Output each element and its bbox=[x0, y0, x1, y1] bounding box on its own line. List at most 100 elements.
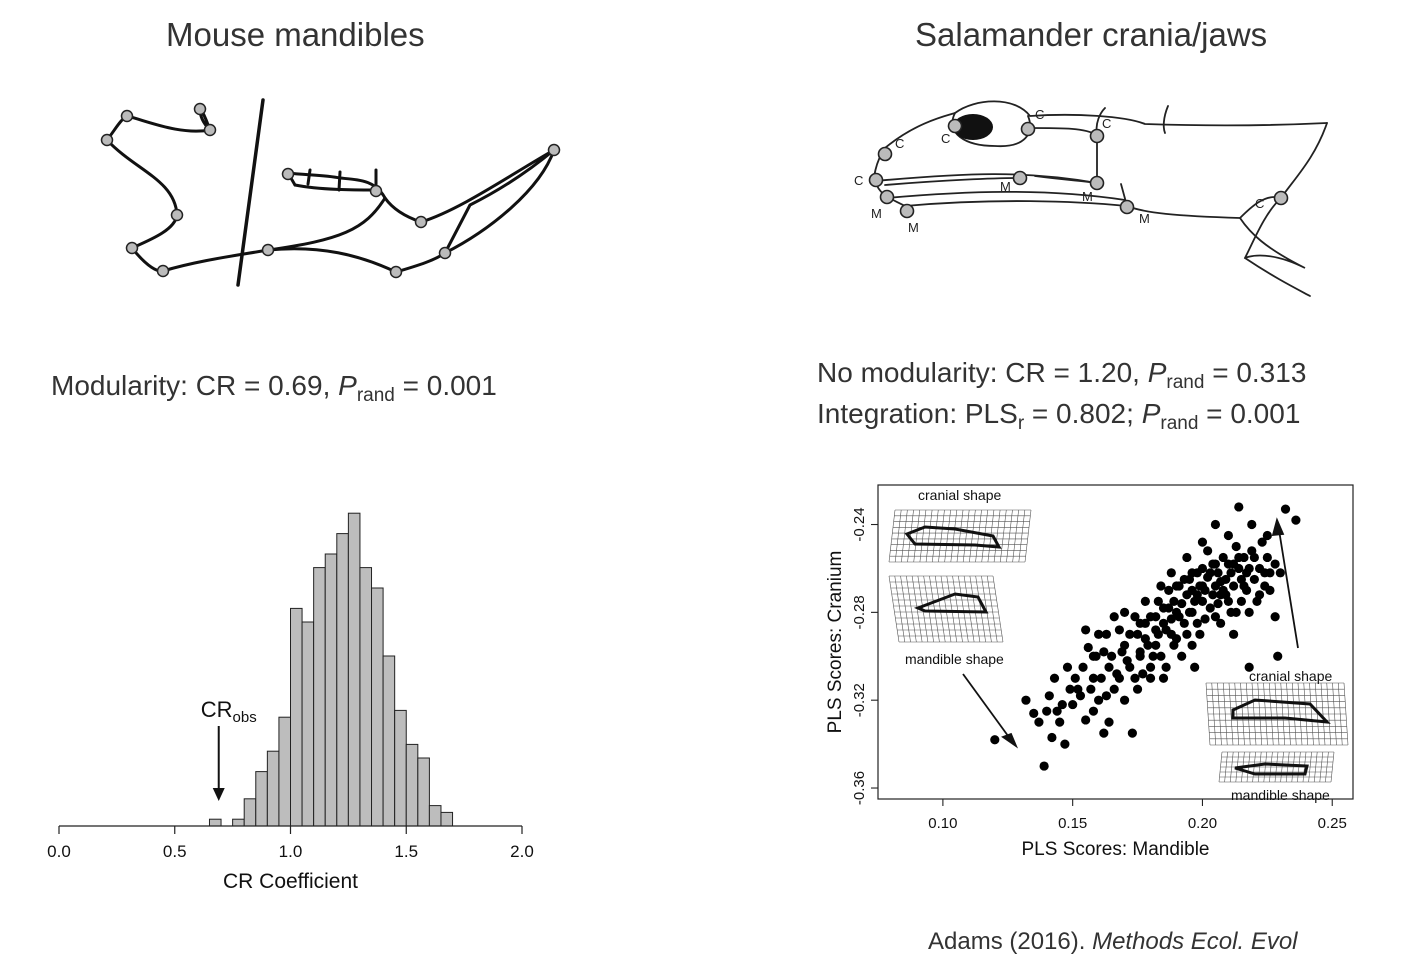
scatter-point bbox=[1062, 662, 1073, 672]
scatter-point bbox=[1262, 530, 1272, 541]
scatter-point bbox=[1068, 699, 1078, 710]
arrow-to-high bbox=[1278, 529, 1299, 649]
scatter-point bbox=[1039, 761, 1049, 771]
scatter-point bbox=[1086, 684, 1096, 694]
scatter-point bbox=[1135, 618, 1145, 628]
x-tick-label: 1.0 bbox=[279, 842, 303, 861]
scatter-point bbox=[1140, 596, 1150, 606]
scatter-point bbox=[1099, 728, 1109, 738]
deformation-grid bbox=[888, 575, 1004, 643]
x-axis-label: CR Coefficient bbox=[223, 870, 358, 893]
scatter-point bbox=[1280, 504, 1291, 514]
scatter-point bbox=[1200, 614, 1210, 624]
scatter-point bbox=[1247, 519, 1257, 530]
scatter-point bbox=[1096, 673, 1106, 683]
scatter-point bbox=[1192, 590, 1202, 600]
scatter-point bbox=[1265, 585, 1275, 595]
scatter-point bbox=[1044, 691, 1054, 701]
scatter-point bbox=[1210, 612, 1221, 622]
scatter-point bbox=[1179, 618, 1189, 628]
scatter-point bbox=[1156, 581, 1166, 591]
scatter-point bbox=[1169, 640, 1179, 650]
scatter-point bbox=[1229, 581, 1239, 591]
integration-stat: Integration: PLSr = 0.802; Prand = 0.001 bbox=[817, 398, 1301, 434]
x-tick-label: 1.5 bbox=[394, 842, 418, 861]
scatter-point bbox=[1122, 656, 1132, 666]
scatter-point bbox=[1125, 629, 1135, 639]
label-m: M bbox=[1082, 189, 1093, 204]
mouse-mandible-drawing bbox=[100, 98, 561, 287]
scatter-point bbox=[1210, 559, 1221, 569]
scatter-point bbox=[1138, 669, 1148, 679]
label-c: C bbox=[895, 136, 904, 151]
scatter-point bbox=[1132, 629, 1143, 639]
scatter-point bbox=[1151, 640, 1161, 650]
scatter-point bbox=[1158, 673, 1169, 683]
scatter-point bbox=[1119, 695, 1130, 705]
scatter-point bbox=[1270, 559, 1280, 569]
histogram-bar bbox=[313, 567, 326, 827]
scatter-point bbox=[1262, 552, 1272, 563]
scatter-point bbox=[1239, 581, 1249, 591]
scatter-point bbox=[1254, 590, 1265, 600]
histogram-bar bbox=[208, 818, 222, 827]
deformation-grid bbox=[888, 509, 1032, 563]
scatter-point bbox=[1104, 717, 1114, 727]
deformation-grid bbox=[1218, 751, 1335, 783]
scatter-point bbox=[1270, 612, 1280, 622]
scatter-point bbox=[1161, 662, 1171, 672]
scatter-point bbox=[1151, 625, 1161, 635]
scatter-point bbox=[1249, 574, 1259, 585]
scatter-point bbox=[1166, 614, 1176, 624]
plot-frame bbox=[877, 484, 1354, 800]
scatter-point bbox=[1213, 568, 1223, 578]
histogram-bar bbox=[290, 607, 303, 827]
scatter-point bbox=[1213, 598, 1223, 609]
x-tick-label: 0.15 bbox=[1058, 815, 1087, 832]
x-tick-label: 0.0 bbox=[47, 842, 71, 861]
scatter-point bbox=[1234, 552, 1244, 563]
scatter-point bbox=[1042, 706, 1052, 716]
scatter-point bbox=[1229, 559, 1239, 569]
scatter-point bbox=[1205, 603, 1215, 613]
histogram-bar bbox=[371, 587, 384, 827]
scatter-point bbox=[1164, 603, 1174, 613]
salamander-skull-drawing: C C C C C C M M M M M bbox=[854, 100, 1328, 297]
scatter-point bbox=[1187, 568, 1197, 578]
scatter-point bbox=[1145, 662, 1156, 672]
cut-line bbox=[236, 98, 265, 287]
scatter-point bbox=[1047, 732, 1057, 743]
scatter-point bbox=[1244, 607, 1254, 617]
scatter-point bbox=[1244, 662, 1254, 672]
scatter-point bbox=[1257, 537, 1267, 547]
x-tick-label: 0.20 bbox=[1188, 815, 1217, 832]
scatter-point bbox=[1088, 673, 1099, 683]
label-m: M bbox=[871, 206, 882, 221]
deformation-grid bbox=[1205, 682, 1349, 746]
right-panel-title: Salamander crania/jaws bbox=[915, 16, 1268, 53]
histogram-bar bbox=[266, 750, 280, 827]
label-c: C bbox=[1102, 116, 1111, 131]
scatter-point bbox=[1143, 640, 1153, 650]
x-tick-label: 0.10 bbox=[928, 815, 957, 832]
scatter-point bbox=[1151, 612, 1161, 622]
scatter-point bbox=[1210, 519, 1221, 530]
modularity-stat: Modularity: CR = 0.69, Prand = 0.001 bbox=[51, 370, 497, 406]
scatter-point bbox=[1029, 708, 1039, 718]
scatter-point bbox=[1174, 612, 1184, 622]
inset-label-mandible-bottom: mandible shape bbox=[1231, 787, 1330, 803]
scatter-point bbox=[1164, 585, 1174, 595]
shape-outline bbox=[913, 592, 989, 614]
scatter-point bbox=[1177, 598, 1187, 609]
scatter-point bbox=[1273, 651, 1283, 661]
scatter-point bbox=[1094, 629, 1104, 639]
scatter-point bbox=[1182, 629, 1192, 639]
scatter-point bbox=[1081, 625, 1091, 635]
label-m: M bbox=[908, 220, 919, 235]
scatter-point bbox=[1049, 673, 1060, 683]
arrow-head bbox=[1001, 732, 1019, 749]
label-m: M bbox=[1000, 179, 1011, 194]
arrow-head bbox=[1271, 517, 1285, 537]
scatter-point bbox=[1145, 673, 1156, 683]
scatter-point bbox=[1216, 618, 1226, 628]
